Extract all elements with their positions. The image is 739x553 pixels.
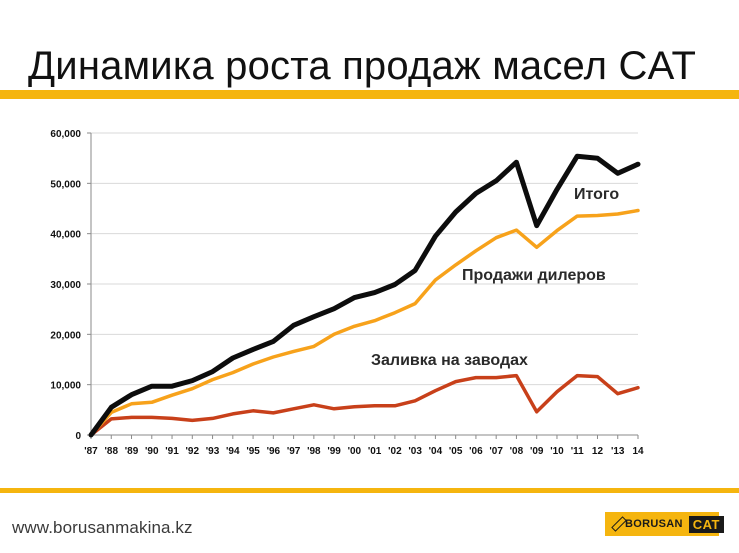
slide-title: Динамика роста продаж масел CAT [28,44,697,88]
x-tick-label: 14 [632,446,644,457]
x-tick-label: '90 [145,446,159,457]
series-line-dealers [89,208,640,437]
x-tick-label: '89 [125,446,139,457]
top-accent-band [0,90,739,99]
x-tick-label: '87 [84,446,98,457]
x-tick-label: '99 [327,446,341,457]
y-tick-label: 40,000 [50,230,81,241]
x-tick-label: '08 [510,446,524,457]
series-label-total: Итого [574,186,619,203]
x-tick-label: 12 [592,446,604,457]
x-tick-label: '95 [246,446,260,457]
x-tick-label: '02 [388,446,402,457]
x-tick-labels: '87 '88 '89 '90 '91 '92 '93 '94 '95 '96 '97 '98 '99 '… [84,446,644,457]
line-chart: 0 10,000 20,000 30,000 40,000 50,000 60,000 '8… [50,129,644,457]
x-tick-label: '04 [429,446,443,457]
x-tick-label: '06 [469,446,483,457]
series-line-factory [89,373,640,437]
y-tick-labels: 0 10,000 20,000 30,000 40,000 50,000 60,000 [50,129,81,442]
x-tick-label: '13 [611,446,625,457]
x-tick-label: '93 [206,446,220,457]
x-tick-label: '92 [186,446,200,457]
x-tick-label: '98 [307,446,321,457]
series-labels: Итого Продажи дилеров Заливка на заводах [371,186,619,369]
x-tick-label: '03 [408,446,422,457]
y-tick-label: 10,000 [50,381,81,392]
borusan-cat-logo: BORUSAN CAT [605,512,724,536]
axes [87,132,639,439]
y-tick-label: 20,000 [50,330,81,341]
x-tick-label: '91 [165,446,179,457]
cat-logo: CAT [688,515,724,533]
y-tick-label: 50,000 [50,179,81,190]
borusan-diamond-icon [612,517,626,531]
x-tick-label: '10 [550,446,564,457]
x-tick-label: '09 [530,446,544,457]
x-tick-label: '01 [368,446,382,457]
x-tick-label: '00 [348,446,362,457]
y-tick-label: 0 [75,431,81,442]
website-link[interactable]: www.borusanmakina.kz [12,518,193,537]
series-line-total [88,153,641,438]
grid-lines [91,132,638,386]
logo-text: BORUSAN [625,518,683,530]
x-tick-label: '88 [105,446,119,457]
bottom-accent-band [0,488,739,493]
x-tick-label: '11 [571,446,584,457]
series-label-factory: Заливка на заводах [371,352,528,369]
x-tick-label: '05 [449,446,463,457]
x-tick-label: '07 [489,446,503,457]
y-tick-label: 30,000 [50,280,81,291]
x-tick-label: '96 [267,446,281,457]
series-lines [88,153,641,438]
x-tick-label: '94 [226,446,240,457]
x-tick-label: '97 [287,446,301,457]
series-label-dealers: Продажи дилеров [462,267,606,284]
y-tick-label: 60,000 [50,129,81,140]
